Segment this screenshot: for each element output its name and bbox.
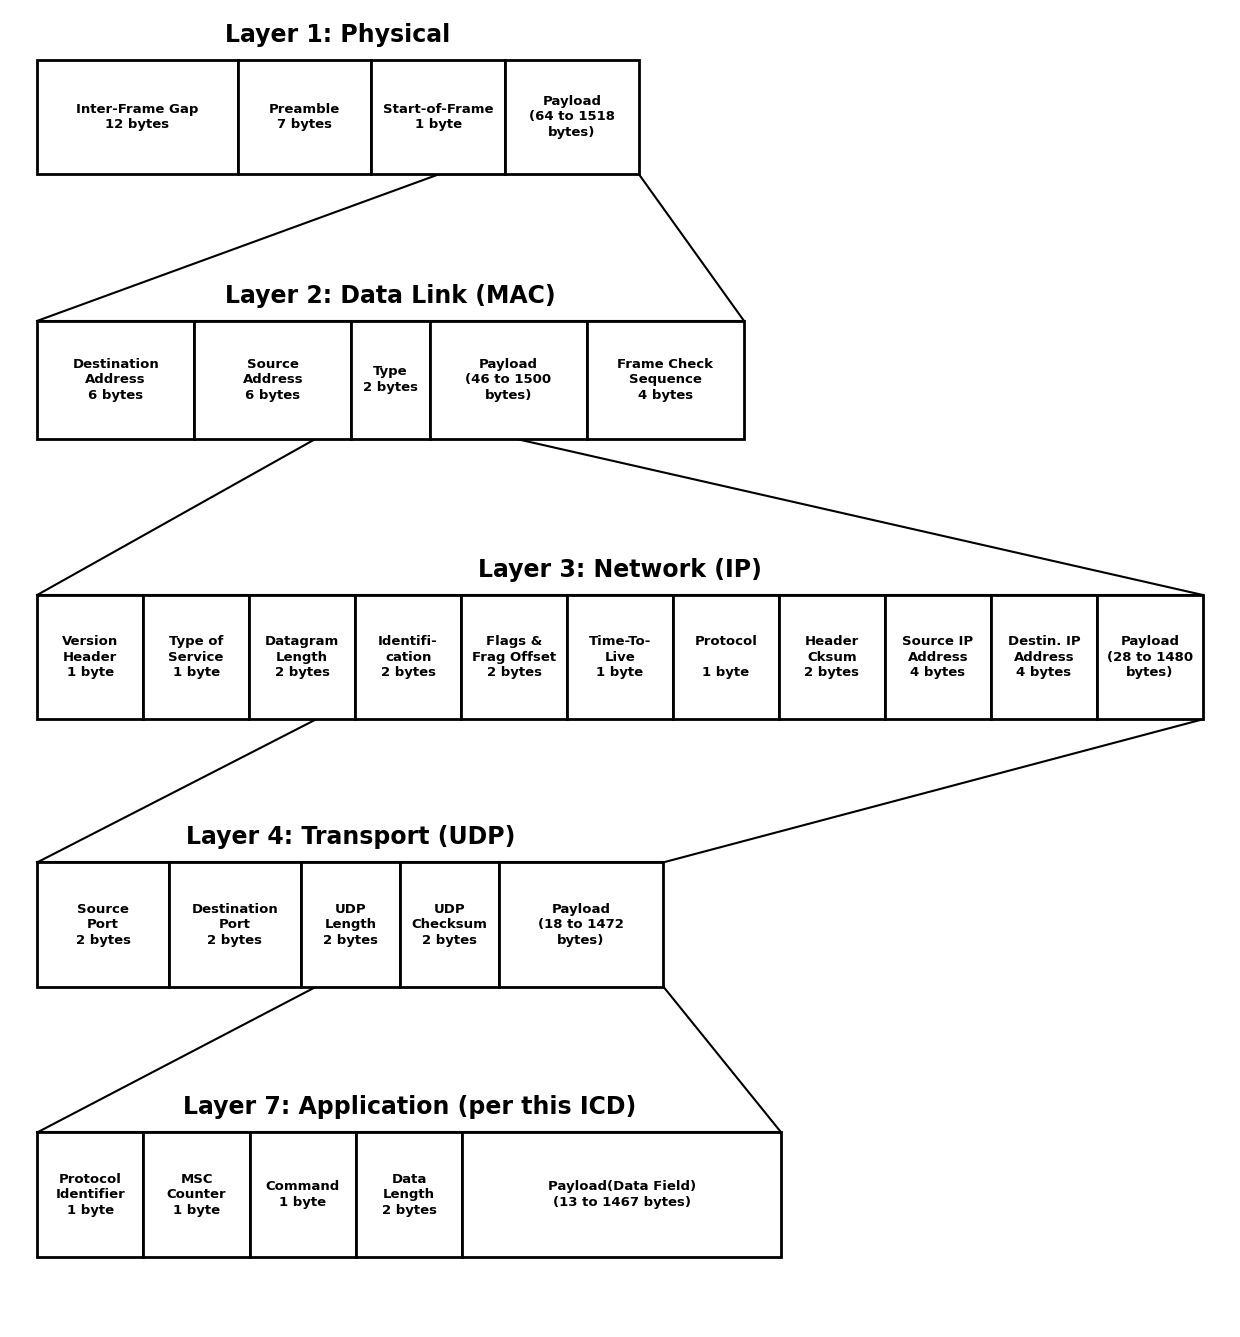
Bar	[143, 595, 249, 719]
Bar	[37, 60, 238, 174]
Text: Identifi-
cation
2 bytes: Identifi- cation 2 bytes	[378, 635, 438, 679]
Text: Version
Header
1 byte: Version Header 1 byte	[62, 635, 118, 679]
Text: Source
Address
6 bytes: Source Address 6 bytes	[243, 358, 303, 401]
Bar	[356, 1132, 463, 1257]
Bar	[673, 595, 779, 719]
Bar	[463, 1132, 781, 1257]
Bar	[505, 60, 639, 174]
Bar	[37, 1132, 144, 1257]
Bar	[1097, 595, 1203, 719]
Text: Payload(Data Field)
(13 to 1467 bytes): Payload(Data Field) (13 to 1467 bytes)	[548, 1181, 696, 1209]
Text: Time-To-
Live
1 byte: Time-To- Live 1 byte	[589, 635, 651, 679]
Bar	[169, 862, 301, 987]
Bar	[371, 60, 505, 174]
Bar	[37, 321, 195, 439]
Bar	[301, 862, 399, 987]
Text: Payload
(18 to 1472
bytes): Payload (18 to 1472 bytes)	[538, 902, 624, 947]
Text: Destination
Port
2 bytes: Destination Port 2 bytes	[191, 902, 278, 947]
Text: Destination
Address
6 bytes: Destination Address 6 bytes	[72, 358, 159, 401]
Text: Protocol
Identifier
1 byte: Protocol Identifier 1 byte	[56, 1173, 125, 1217]
Bar	[567, 595, 673, 719]
Text: UDP
Length
2 bytes: UDP Length 2 bytes	[322, 902, 378, 947]
Bar	[351, 321, 430, 439]
Text: Payload
(46 to 1500
bytes): Payload (46 to 1500 bytes)	[465, 358, 552, 401]
Text: Type of
Service
1 byte: Type of Service 1 byte	[169, 635, 224, 679]
Bar	[238, 60, 371, 174]
Text: Layer 4: Transport (UDP): Layer 4: Transport (UDP)	[186, 825, 515, 849]
Text: Flags &
Frag Offset
2 bytes: Flags & Frag Offset 2 bytes	[472, 635, 556, 679]
Bar	[249, 595, 355, 719]
Text: Inter-Frame Gap
12 bytes: Inter-Frame Gap 12 bytes	[76, 103, 198, 131]
Bar	[37, 595, 143, 719]
Bar	[355, 595, 461, 719]
Text: Payload
(28 to 1480
bytes): Payload (28 to 1480 bytes)	[1107, 635, 1193, 679]
Text: UDP
Checksum
2 bytes: UDP Checksum 2 bytes	[412, 902, 487, 947]
Text: Header
Cksum
2 bytes: Header Cksum 2 bytes	[805, 635, 859, 679]
Text: Destin. IP
Address
4 bytes: Destin. IP Address 4 bytes	[1008, 635, 1080, 679]
Bar	[991, 595, 1097, 719]
Text: MSC
Counter
1 byte: MSC Counter 1 byte	[167, 1173, 227, 1217]
Text: Data
Length
2 bytes: Data Length 2 bytes	[382, 1173, 436, 1217]
Text: Datagram
Length
2 bytes: Datagram Length 2 bytes	[265, 635, 340, 679]
Bar	[195, 321, 351, 439]
Text: Source IP
Address
4 bytes: Source IP Address 4 bytes	[903, 635, 973, 679]
Bar	[461, 595, 567, 719]
Text: Source
Port
2 bytes: Source Port 2 bytes	[76, 902, 130, 947]
Text: Start-of-Frame
1 byte: Start-of-Frame 1 byte	[383, 103, 494, 131]
Bar	[587, 321, 744, 439]
Bar	[37, 862, 169, 987]
Bar	[249, 1132, 356, 1257]
Text: Frame Check
Sequence
4 bytes: Frame Check Sequence 4 bytes	[618, 358, 713, 401]
Text: Payload
(64 to 1518
bytes): Payload (64 to 1518 bytes)	[528, 95, 615, 139]
Text: Type
2 bytes: Type 2 bytes	[363, 365, 418, 394]
Bar	[399, 862, 498, 987]
Text: Protocol

1 byte: Protocol 1 byte	[694, 635, 758, 679]
Text: Command
1 byte: Command 1 byte	[265, 1181, 340, 1209]
Bar	[144, 1132, 249, 1257]
Bar	[779, 595, 885, 719]
Text: Layer 3: Network (IP): Layer 3: Network (IP)	[479, 558, 761, 582]
Bar	[430, 321, 587, 439]
Bar	[498, 862, 663, 987]
Text: Layer 2: Data Link (MAC): Layer 2: Data Link (MAC)	[226, 283, 556, 308]
Bar	[885, 595, 991, 719]
Text: Layer 1: Physical: Layer 1: Physical	[226, 23, 450, 47]
Text: Layer 7: Application (per this ICD): Layer 7: Application (per this ICD)	[182, 1095, 636, 1119]
Text: Preamble
7 bytes: Preamble 7 bytes	[269, 103, 340, 131]
